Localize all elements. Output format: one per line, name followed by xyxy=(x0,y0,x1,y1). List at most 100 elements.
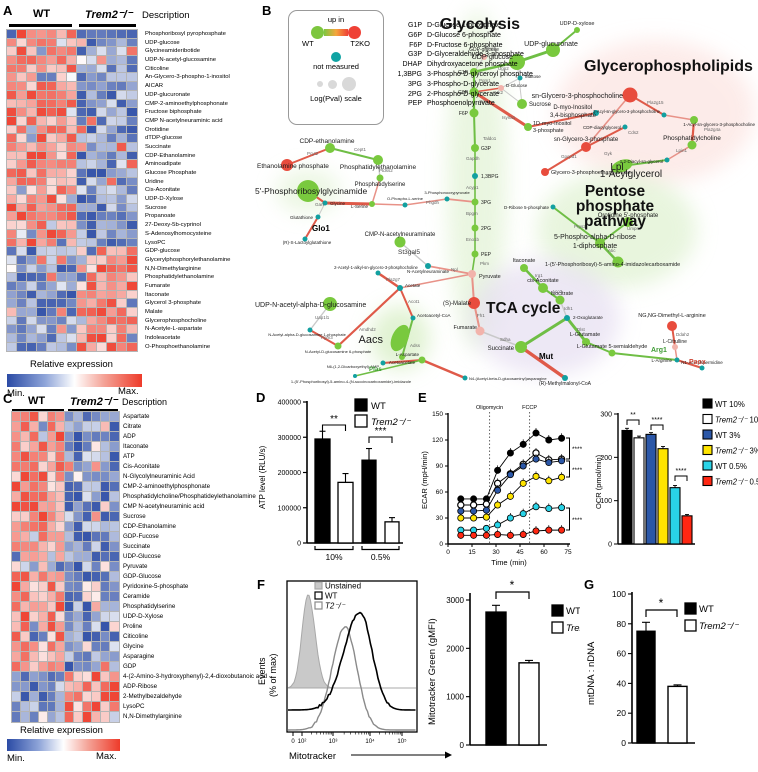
heatmap-cell xyxy=(96,107,108,118)
heatmap-cell xyxy=(86,46,98,58)
heatmap-cell xyxy=(26,55,38,66)
pathway-node xyxy=(373,155,383,165)
panel-g-label: G xyxy=(584,577,595,592)
tspan: WT xyxy=(371,401,386,412)
heatmap-cell xyxy=(126,341,138,353)
heatmap-cell xyxy=(46,551,58,563)
heatmap-cell xyxy=(126,63,138,75)
pathway-node xyxy=(369,201,375,207)
heatmap-cell xyxy=(76,107,88,118)
y-axis-label: OCR (pmol/min) xyxy=(594,454,603,509)
pathway-node xyxy=(475,326,485,336)
heatmap-cell xyxy=(16,150,28,162)
node-label: Ethanolamine phosphate xyxy=(257,163,329,170)
heatmap-cell xyxy=(46,621,58,633)
legend-label: WT 0.5% xyxy=(715,462,747,471)
heatmap-cell xyxy=(6,176,18,188)
tspan: 0.5% xyxy=(747,478,758,487)
heatmap-cell xyxy=(16,72,28,84)
heatmap-cell xyxy=(11,581,22,593)
heatmap-cell xyxy=(73,591,85,603)
heatmap-cell xyxy=(86,280,98,292)
heatmap-cell xyxy=(11,551,22,563)
gene-label: Uap1l1 xyxy=(315,315,330,320)
heatmap-cell xyxy=(106,246,118,257)
heatmap-cell xyxy=(55,651,67,663)
heatmap-cell xyxy=(36,298,48,309)
heatmap-cell xyxy=(91,411,102,423)
heatmap-cell xyxy=(11,591,22,603)
heatmap-cell xyxy=(82,541,94,553)
heatmap-cell xyxy=(106,341,118,353)
gene-label: Gpi1 xyxy=(479,99,489,104)
heatmap-cell xyxy=(56,254,68,266)
heatmap-cell xyxy=(46,711,58,723)
heatmap-cell xyxy=(28,701,40,713)
gene-label: Umps xyxy=(627,226,640,231)
path xyxy=(674,475,688,481)
heatmap-cell xyxy=(36,133,48,144)
heatmap-cell xyxy=(16,228,28,240)
data-point xyxy=(506,492,514,500)
heatmap-cell xyxy=(19,681,31,693)
bar xyxy=(657,448,669,545)
sig-stars: **** xyxy=(676,468,687,475)
heatmap-cell xyxy=(56,159,68,170)
heatmap-cell xyxy=(55,591,67,603)
data-point xyxy=(482,513,490,521)
heatmap-cell xyxy=(16,81,28,92)
node-label: 2PG xyxy=(481,226,491,232)
heatmap-cell xyxy=(99,541,111,553)
heatmap-cell xyxy=(91,551,102,563)
node-label: GDP-glucose xyxy=(469,47,499,53)
heatmap-cell xyxy=(56,55,68,66)
sig-bracket xyxy=(368,436,393,443)
heatmap-cell xyxy=(28,411,40,423)
gene-label: Acot1 xyxy=(408,299,420,304)
abbr-name: 2-Phospho-D-glycerate xyxy=(427,90,499,98)
heatmap-cell xyxy=(96,115,108,127)
heatmap-cell xyxy=(28,591,40,603)
heatmap-cell xyxy=(37,411,49,423)
heatmap-cell xyxy=(106,298,118,309)
legend-label: Trem2⁻/⁻ 10% xyxy=(715,416,758,425)
heatmap-cell xyxy=(19,651,31,663)
heatmap-cell xyxy=(82,661,94,673)
heatmap-cell xyxy=(55,471,67,483)
panel-c-label: C xyxy=(3,391,13,406)
heatmap-cell xyxy=(126,254,138,266)
heatmap-row-label: O-Phosphoethanolamine xyxy=(145,343,211,350)
heatmap-cell xyxy=(11,411,22,423)
heatmap-cell xyxy=(66,124,78,136)
heatmap-cell xyxy=(99,701,111,713)
heatmap-cell xyxy=(6,307,18,318)
heatmap-cell xyxy=(55,691,67,703)
heatmap-cell xyxy=(28,551,40,563)
heatmap-row-label: Glycerylphosphorylethanolamine xyxy=(145,256,231,263)
heatmap-cell xyxy=(19,701,31,713)
x-tick: 15 xyxy=(468,549,476,556)
heatmap-cell xyxy=(55,411,67,423)
node-label: (R)-S-Lactoylglutathione xyxy=(283,240,332,245)
heatmap-row-label: Glucose Phosphate xyxy=(145,170,197,176)
heatmap-cell xyxy=(76,168,88,179)
region-tint xyxy=(555,40,755,184)
node-label: sn-Glycero-3-phosphate xyxy=(554,137,619,143)
pathway-node xyxy=(515,341,527,353)
node-label: 5-Phospho-alpha-D-ribose xyxy=(554,234,636,241)
heatmap-cell xyxy=(46,307,58,318)
gene-label: Dlst xyxy=(577,327,585,332)
heatmap-cell xyxy=(91,431,102,443)
heatmap-cell xyxy=(99,671,111,683)
heatmap-cell xyxy=(37,621,49,633)
heatmap-cell xyxy=(76,237,88,249)
heatmap-row-label: N,N-Dimethylarginine xyxy=(123,713,182,720)
heatmap-cell xyxy=(96,298,108,309)
heatmap-cell xyxy=(91,461,102,473)
pathway-node xyxy=(509,54,525,70)
heatmap-cell xyxy=(46,272,58,283)
heatmap-cell xyxy=(46,141,58,153)
legend-swatch xyxy=(551,604,564,617)
heatmap-cell xyxy=(64,591,76,603)
heatmap-cell xyxy=(19,671,31,683)
